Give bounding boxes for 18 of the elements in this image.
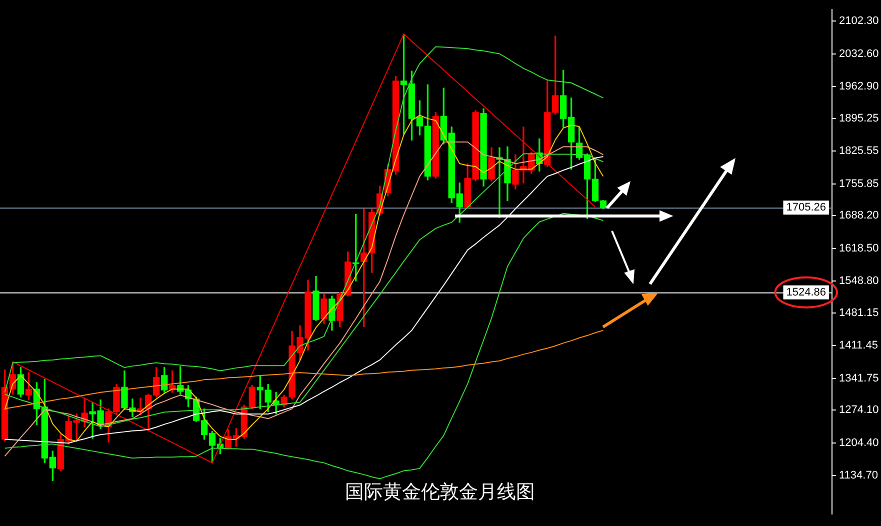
y-tick-label: 1962.90 xyxy=(839,80,879,93)
y-tick-label: 1825.55 xyxy=(839,145,879,158)
y-tick-label: 1341.75 xyxy=(839,372,879,384)
y-tick-label: 2032.60 xyxy=(839,48,879,60)
ref-line-label: 1524.86 xyxy=(786,286,826,298)
y-tick-label: 1204.40 xyxy=(839,436,879,449)
y-tick-label: 1688.20 xyxy=(839,210,879,222)
y-tick-label: 1618.50 xyxy=(839,242,879,254)
y-tick-label: 1134.70 xyxy=(839,470,878,482)
ref-line-label: 1705.26 xyxy=(786,202,826,214)
y-tick-label: 1481.15 xyxy=(839,306,879,319)
y-tick-label: 1274.10 xyxy=(839,404,879,416)
y-tick-label: 1411.45 xyxy=(839,340,878,352)
y-tick-label: 1548.80 xyxy=(839,275,879,288)
y-tick-label: 1895.25 xyxy=(839,112,879,124)
y-tick-label: 1755.85 xyxy=(839,178,879,190)
annotation: 国际黄金伦敦金月线图 xyxy=(345,480,535,503)
y-tick-label: 2102.30 xyxy=(839,15,879,28)
